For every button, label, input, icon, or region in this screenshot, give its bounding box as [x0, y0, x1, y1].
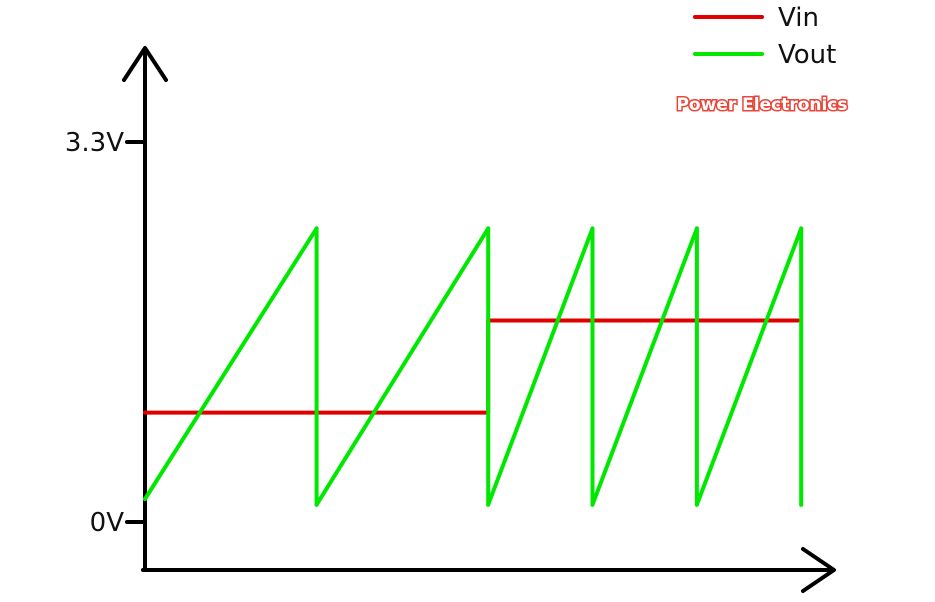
series-point-vout: [314, 226, 319, 231]
legend: Vin Vout: [693, 3, 836, 70]
series-point-vout: [486, 226, 491, 231]
series-point-vout: [590, 502, 595, 507]
series-line-vout: [143, 226, 804, 507]
series-line-vin: [143, 318, 800, 415]
series-point-vout: [694, 502, 699, 507]
axes: [122, 46, 836, 593]
series-point-vout: [486, 502, 491, 507]
series-point-vout: [694, 226, 699, 231]
series-point-vout: [143, 497, 147, 501]
power-electronics-watermark: Power Electronics: [676, 95, 847, 115]
y-ticks: 0V 3.3V: [65, 128, 147, 538]
x-axis-arrow: [801, 547, 836, 593]
legend-label-vin: Vin: [778, 3, 819, 33]
y-tick-label-0v: 0V: [90, 508, 125, 538]
y-axis-arrow: [122, 46, 168, 82]
legend-label-vout: Vout: [778, 40, 836, 70]
series-vout: [143, 226, 804, 507]
series-layer: [143, 226, 804, 507]
series-point-vout: [799, 502, 804, 507]
series-point-vout: [314, 502, 319, 507]
series-point-vin: [795, 318, 800, 323]
series-point-vout: [799, 226, 804, 231]
series-vin: [143, 318, 800, 415]
y-tick-label-3-3v: 3.3V: [65, 128, 124, 158]
series-point-vout: [590, 226, 595, 231]
series-point-vin: [143, 410, 147, 415]
